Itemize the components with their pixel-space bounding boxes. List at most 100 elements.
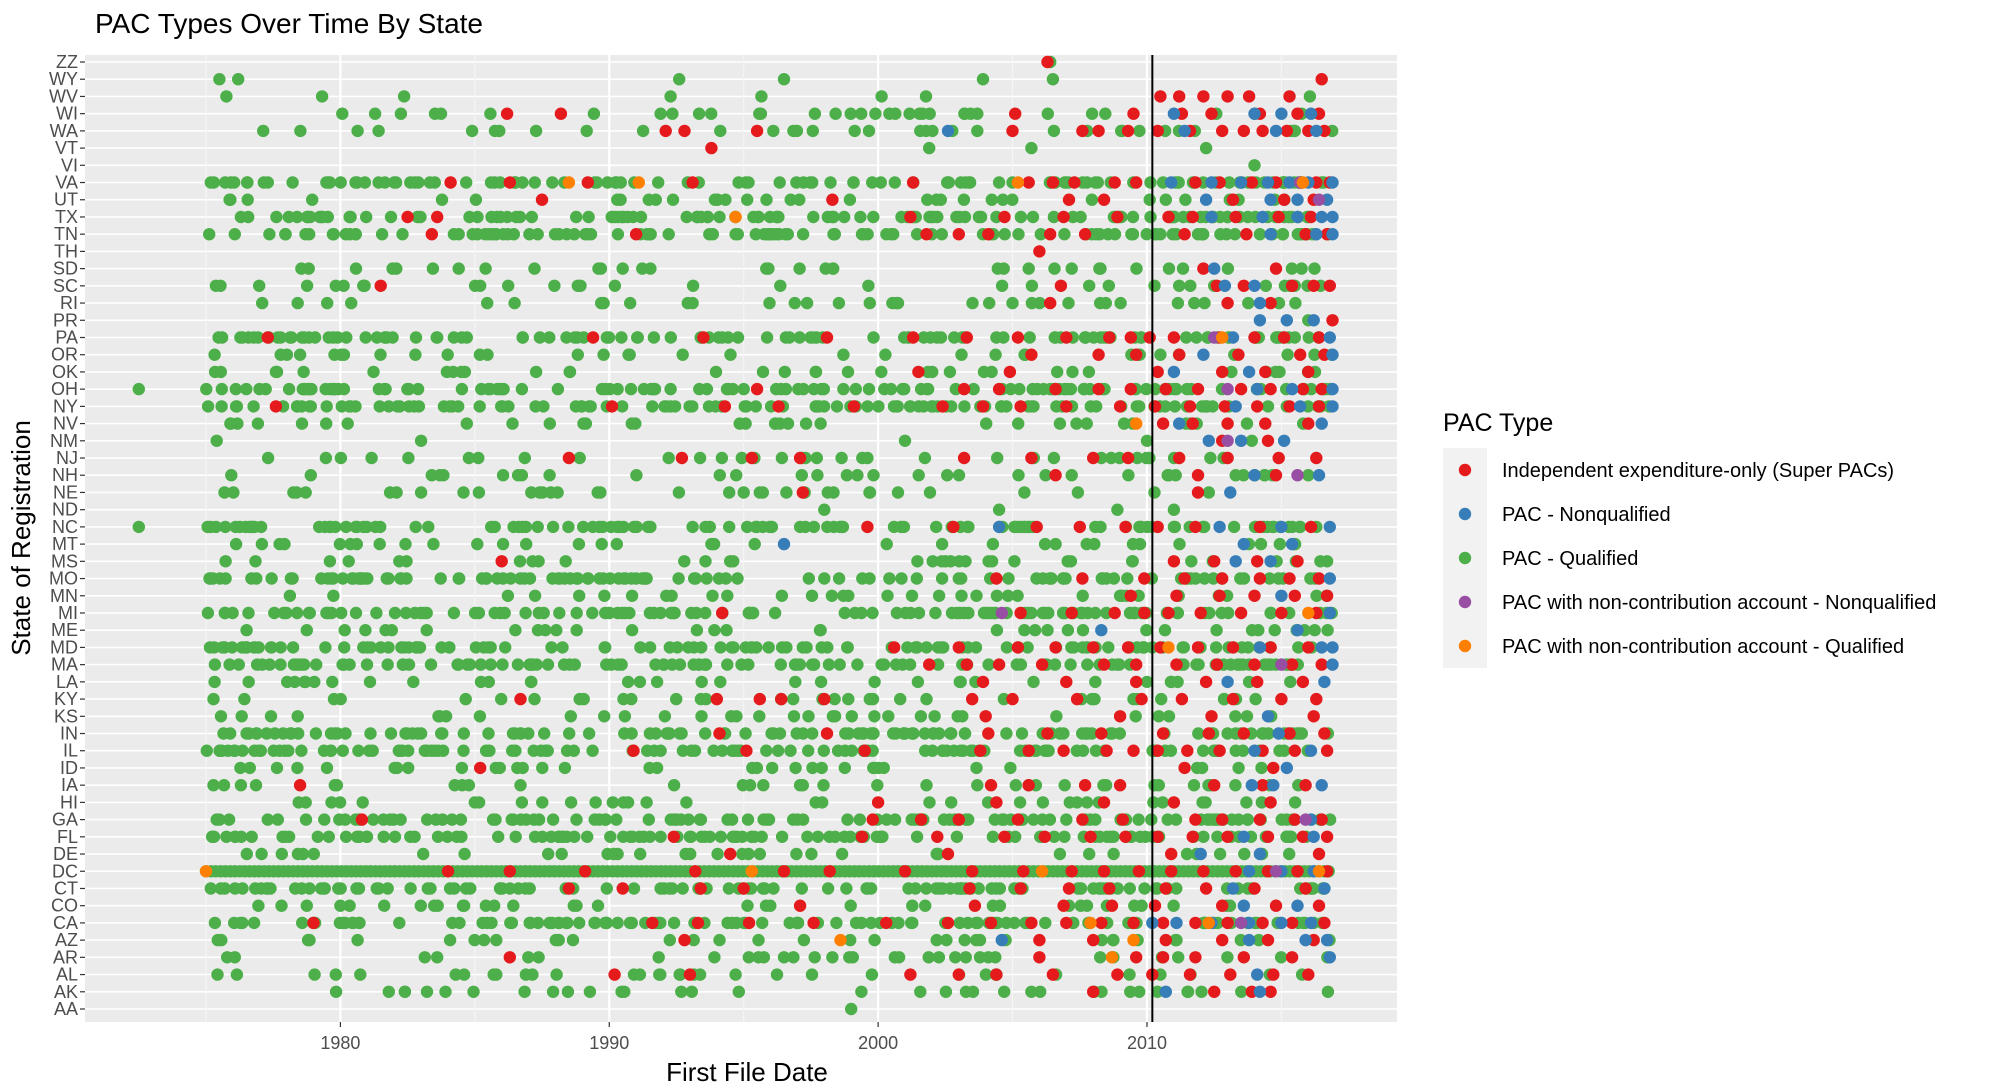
data-point [1264,641,1277,654]
data-point [617,796,630,809]
data-point [538,727,551,740]
data-point [1151,124,1164,138]
data-point [821,520,834,534]
data-point [1326,400,1339,413]
data-point [1148,382,1162,396]
data-point [829,107,842,120]
data-point [605,400,619,413]
data-point [894,692,907,706]
data-point [692,107,706,120]
data-point [713,727,726,740]
data-point [344,400,357,413]
data-point [424,882,437,895]
data-point [982,951,995,964]
y-axis-title: State of Registration [6,420,36,656]
data-point [1126,537,1140,551]
data-point [1089,744,1103,757]
data-point [573,451,586,465]
data-point [1285,916,1299,930]
legend-label: PAC with non-contribution account - Nonq… [1502,592,1936,614]
data-point [329,968,342,981]
data-point [1272,572,1285,585]
data-point [435,641,448,654]
data-point [513,555,527,568]
data-point [711,847,724,861]
data-point [697,331,710,344]
data-point [1221,830,1234,843]
data-point [855,727,869,740]
data-point [409,520,422,534]
data-point [360,210,373,224]
data-point [668,400,682,413]
data-point [370,882,383,895]
data-point [269,400,283,413]
data-point [384,727,398,740]
data-point [282,382,296,396]
data-point [673,73,686,86]
data-point [743,606,756,620]
data-point [1221,417,1234,430]
data-point [1296,830,1310,843]
data-point [1117,417,1131,430]
data-point [1213,744,1226,757]
data-point [1113,727,1127,740]
data-point [980,417,993,430]
data-point [1057,572,1070,585]
data-point [1041,624,1054,637]
data-point [1012,469,1025,482]
data-point [1089,606,1102,620]
data-point [311,830,324,843]
data-point [501,210,514,224]
data-point [1191,761,1204,775]
data-point [1165,847,1178,861]
data-point [1082,365,1096,379]
data-point [851,658,864,671]
data-point [1165,176,1178,189]
data-point [1008,520,1021,534]
data-point [849,382,862,396]
data-point [1036,606,1049,620]
data-point [1321,624,1334,637]
data-point [797,382,810,396]
data-point [218,176,232,189]
y-tick-label: NV [53,414,78,434]
data-point [910,228,924,241]
data-point [1140,451,1153,465]
data-point [1205,210,1218,224]
data-point [563,658,576,671]
data-point [879,348,892,361]
data-point [518,451,531,465]
data-point [495,400,508,413]
data-point [1208,779,1221,792]
data-point [864,882,878,895]
data-point [784,744,797,757]
data-point [291,710,304,723]
data-point [1291,469,1304,482]
data-point [905,813,918,826]
data-point [268,727,281,740]
data-point [733,417,746,430]
data-point [303,882,316,895]
data-point [1232,761,1245,775]
data-point [767,124,780,138]
data-point [1167,555,1181,568]
data-point [969,916,983,930]
data-point [1156,727,1170,740]
data-point [913,107,926,120]
data-point [1315,658,1328,671]
data-point [422,520,435,534]
data-point [1326,176,1339,189]
data-point [604,830,617,843]
data-point [967,382,980,396]
data-point [699,727,712,740]
data-point [518,985,531,998]
data-point [257,124,270,138]
data-point [947,520,960,534]
data-point [1205,710,1218,723]
data-point [1108,176,1121,189]
data-point [1284,675,1297,689]
data-point [714,641,727,654]
data-point [905,916,918,930]
data-point [1048,658,1062,671]
